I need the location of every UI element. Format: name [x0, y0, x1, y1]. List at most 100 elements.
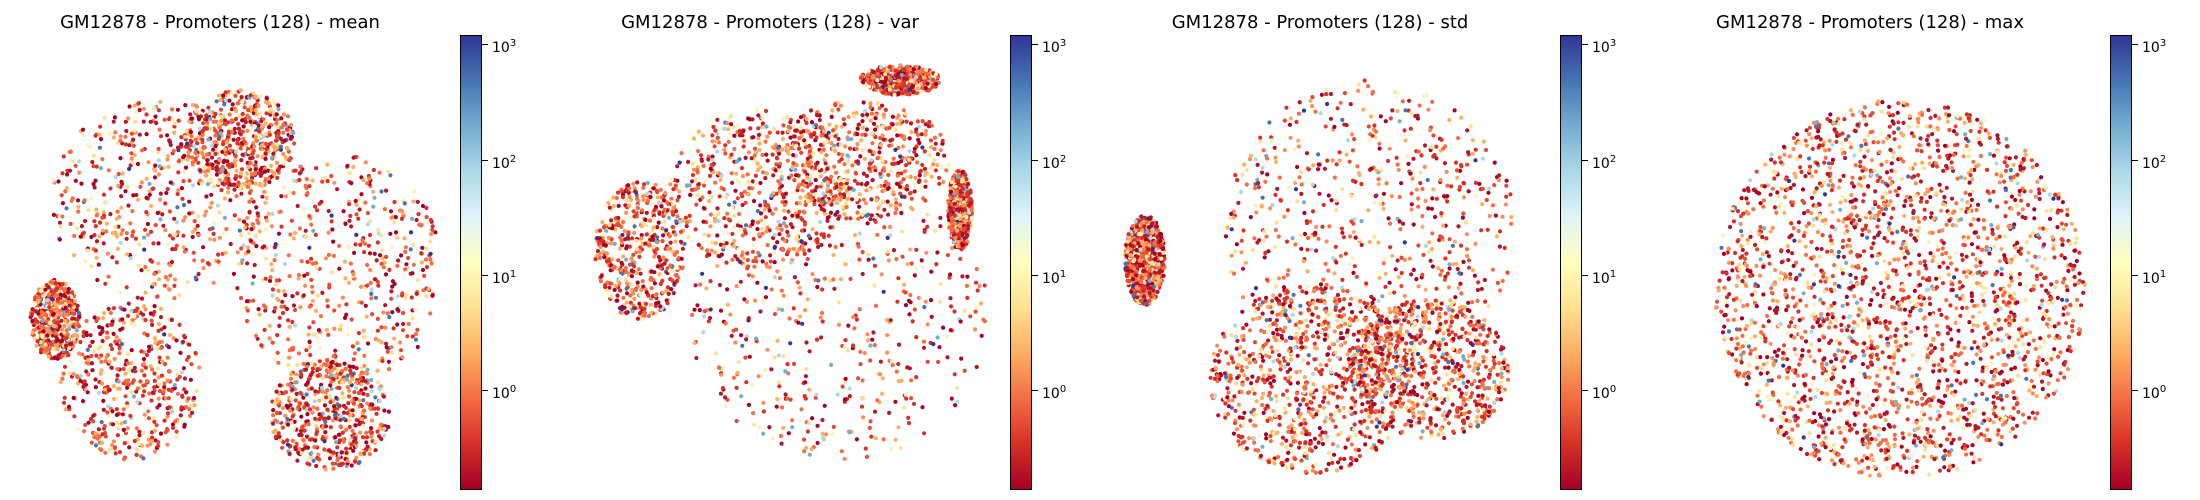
- scatter-point: [172, 383, 177, 388]
- scatter-point: [271, 430, 276, 435]
- scatter-point: [229, 118, 234, 123]
- scatter-point: [233, 158, 238, 163]
- scatter-point: [377, 399, 382, 404]
- scatter-point: [626, 230, 631, 235]
- scatter-point: [327, 456, 332, 461]
- scatter-point: [664, 228, 669, 233]
- scatter-point: [301, 207, 306, 212]
- scatter-point: [848, 216, 853, 221]
- scatter-point: [707, 252, 712, 257]
- scatter-point: [365, 181, 370, 186]
- scatter-point: [281, 112, 286, 117]
- scatter-point: [328, 400, 333, 405]
- scatter-point: [285, 306, 290, 312]
- scatter-point: [109, 365, 114, 370]
- scatter-point: [204, 113, 209, 118]
- scatter-point: [209, 200, 214, 205]
- scatter-point: [850, 197, 855, 202]
- scatter-point: [779, 288, 784, 293]
- scatter-point: [678, 239, 684, 244]
- scatter-point: [365, 367, 370, 372]
- scatter-point: [53, 334, 58, 339]
- scatter-point: [89, 353, 94, 359]
- scatter-point: [200, 151, 205, 156]
- scatter-point: [370, 312, 375, 317]
- scatter-point: [274, 160, 279, 165]
- scatter-point: [237, 114, 242, 119]
- scatter-point: [174, 338, 179, 343]
- scatter-point: [254, 244, 259, 249]
- scatter-point: [683, 215, 688, 220]
- scatter-point: [89, 361, 94, 366]
- scatter-point: [137, 108, 142, 113]
- scatter-point: [419, 251, 424, 256]
- scatter-point: [233, 163, 238, 168]
- scatter-point: [113, 130, 118, 135]
- scatter-point: [365, 262, 370, 268]
- scatter-point: [117, 386, 122, 391]
- scatter-point: [150, 322, 155, 327]
- scatter-point: [327, 282, 332, 287]
- scatter-point: [81, 333, 86, 339]
- scatter-point: [143, 307, 148, 312]
- scatter-point: [147, 192, 152, 197]
- scatter-point: [640, 208, 645, 213]
- scatter-point: [116, 224, 121, 229]
- scatter-point: [135, 295, 140, 300]
- scatter-point: [263, 131, 268, 136]
- scatter-point: [162, 384, 167, 390]
- scatter-point: [968, 314, 973, 319]
- chart-panel: GM12878 - Promoters (128) - var 103 102 101…: [550, 0, 1100, 500]
- scatter-point: [768, 253, 773, 258]
- scatter-point: [157, 388, 163, 394]
- scatter-point: [337, 438, 342, 443]
- scatter-point: [972, 327, 978, 332]
- scatter-point: [144, 379, 150, 384]
- scatter-point: [753, 255, 758, 260]
- scatter-point: [285, 438, 290, 443]
- scatter-point: [125, 426, 130, 431]
- scatter-point: [328, 383, 333, 388]
- scatter-point: [166, 242, 171, 247]
- scatter-point: [152, 105, 157, 110]
- scatter-point: [103, 359, 108, 364]
- scatter-point: [102, 310, 107, 316]
- scatter-point: [385, 311, 390, 316]
- scatter-point: [221, 93, 226, 98]
- scatter-point: [669, 196, 674, 201]
- scatter-point: [840, 152, 845, 158]
- scatter-point: [697, 308, 702, 313]
- scatter-point: [944, 334, 949, 339]
- scatter-point: [343, 366, 348, 372]
- scatter-point: [132, 438, 137, 444]
- scatter-point: [365, 211, 370, 216]
- scatter-point: [311, 332, 316, 337]
- scatter-point: [794, 163, 799, 168]
- scatter-point: [335, 187, 340, 192]
- scatter-point: [836, 107, 841, 112]
- scatter-point: [715, 263, 720, 269]
- scatter-point: [80, 352, 85, 357]
- scatter-point: [73, 163, 78, 168]
- scatter-point: [597, 251, 602, 257]
- scatter-point: [322, 403, 327, 408]
- scatter-point: [382, 408, 387, 413]
- scatter-point: [142, 373, 147, 378]
- scatter-point: [701, 206, 706, 211]
- scatter-point: [869, 434, 874, 439]
- scatter-point: [641, 284, 646, 289]
- scatter-point: [810, 189, 815, 194]
- scatter-point: [744, 299, 749, 304]
- scatter-point: [232, 126, 237, 131]
- scatter-point: [863, 132, 868, 137]
- scatter-point: [141, 356, 147, 362]
- scatter-point: [115, 433, 120, 438]
- scatter-point: [335, 362, 340, 368]
- scatter-point: [912, 146, 917, 151]
- scatter-point: [196, 117, 202, 122]
- scatter-point: [819, 310, 825, 316]
- scatter-point: [131, 229, 136, 234]
- scatter-point: [187, 199, 192, 204]
- scatter-point: [887, 125, 892, 130]
- scatter-point: [941, 325, 946, 330]
